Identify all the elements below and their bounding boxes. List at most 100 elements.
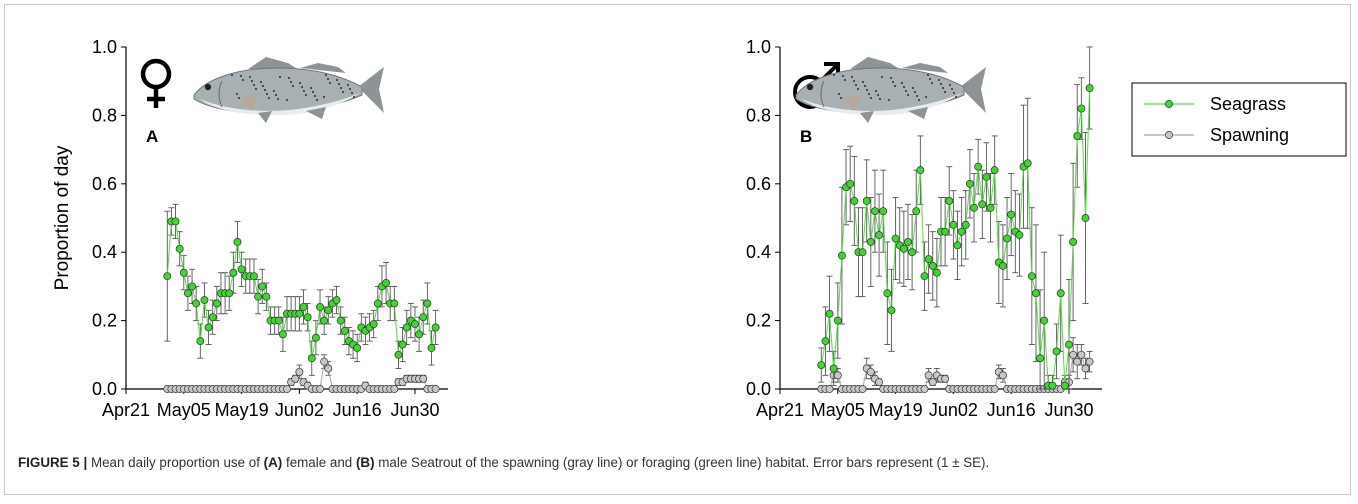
panel-b-series-seagrass xyxy=(817,46,1094,390)
panel-a-series-seagrass-point xyxy=(394,350,403,359)
panel-b-seatrout-fish-icon-spot xyxy=(948,83,952,87)
panel-b-seatrout-fish-icon-spot xyxy=(843,78,847,82)
panel-a-series-seagrass-point xyxy=(336,316,345,325)
panel-b-series-spawning-point xyxy=(858,385,867,393)
panel-a-series-seagrass-point xyxy=(278,330,287,339)
panel-a-seatrout-fish-icon-spot xyxy=(302,89,306,93)
panel-b-series-seagrass-point xyxy=(1085,84,1094,92)
panel-a-series-seagrass-point xyxy=(311,333,320,342)
panel-a-series-seagrass-point xyxy=(320,316,329,325)
panel-b-series-spawning-point xyxy=(998,371,1007,380)
panel-a-series-seagrass-point xyxy=(179,268,188,277)
panel-a-series-seagrass-point xyxy=(295,309,304,318)
panel-b-x-tick-label: May19 xyxy=(869,400,923,420)
panel-a-series-seagrass-point xyxy=(200,296,209,305)
panel-a-series-seagrass-point xyxy=(411,320,419,328)
panel-a-series-seagrass-point xyxy=(225,289,234,298)
panel-b-seatrout-fish-icon-spot xyxy=(850,75,854,79)
panel-b-seatrout-fish-icon-spot xyxy=(837,92,841,96)
panel-b-series-seagrass-point xyxy=(1048,381,1057,390)
panel-a-series-seagrass-point xyxy=(382,279,391,287)
panel-b-y-tick-label: 0.4 xyxy=(746,242,771,262)
caption-ref-b: (B) xyxy=(355,455,375,470)
panel-b-series-seagrass-point xyxy=(974,162,983,171)
panel-a-seatrout-fish-icon-spot xyxy=(324,73,328,77)
panel-b-series-seagrass-point xyxy=(1040,316,1049,325)
panel-a-seatrout-fish-icon-spot xyxy=(230,73,234,77)
panel-a-series-seagrass-point xyxy=(369,320,378,328)
panel-a-x-tick-label: May05 xyxy=(157,400,211,420)
panel-b-y-tick-label: 0.6 xyxy=(746,174,771,194)
panel-b-series-seagrass-point xyxy=(899,244,908,253)
panel-b-series-spawning-point xyxy=(1085,357,1094,366)
panel-a-seatrout-fish-icon-spot xyxy=(289,80,293,84)
panel-b-seatrout-fish-icon-spot xyxy=(891,80,895,84)
panel-a-series-seagrass-point xyxy=(398,340,407,349)
panel-a-female-symbol-icon xyxy=(140,58,172,108)
panel-a-seatrout-fish-icon-spot xyxy=(274,93,278,97)
panel-b-series-seagrass-point xyxy=(986,203,995,212)
panel-b-series-seagrass-point xyxy=(990,166,999,175)
panel-b-series-seagrass-point xyxy=(998,261,1007,270)
panel-b-series-seagrass-point xyxy=(916,166,925,175)
panel-a-series-seagrass-point xyxy=(208,313,217,322)
panel-b-series-seagrass-point xyxy=(850,196,859,205)
panel-b-legend-label: Seagrass xyxy=(1210,94,1286,114)
panel-a-seatrout-fish-icon-spot xyxy=(298,81,302,85)
panel-b-seatrout-fish-icon-spot xyxy=(861,80,865,84)
panel-b-series-seagrass-point xyxy=(1056,289,1065,298)
panel-b-series-seagrass-point xyxy=(833,316,842,325)
panel-b-seatrout-fish-icon-spot xyxy=(926,73,930,77)
panel-a-series-seagrass-point xyxy=(324,306,333,315)
panel-b-x-tick-label: Jun02 xyxy=(929,400,978,420)
panel-a-seatrout-fish-icon-spot xyxy=(248,75,252,79)
panel-a-seatrout-fish-icon-fin-tail xyxy=(358,67,384,113)
panel-a-seatrout-fish-icon-spot xyxy=(352,95,356,99)
panel-a-series-spawning-point xyxy=(390,385,399,393)
panel-a-seatrout-fish-icon-spot xyxy=(328,81,332,85)
panel-b-seatrout-fish-icon-spot xyxy=(878,97,882,101)
panel-b-series-seagrass-point xyxy=(817,361,826,370)
panel-b-series-seagrass-point xyxy=(821,337,830,346)
panel-b-seatrout-fish-icon-spot xyxy=(832,73,836,77)
panel-a-seatrout-fish-icon-spot xyxy=(261,84,265,88)
panel-a-series-seagrass-point xyxy=(212,299,221,308)
panel-a-seatrout-fish-icon-spot xyxy=(235,92,239,96)
panel-b-series-spawning-point xyxy=(1073,357,1082,366)
panel-b-series-spawning-point xyxy=(990,385,999,393)
panel-a-series-seagrass-point xyxy=(204,323,213,332)
panel-b-seatrout-fish-icon-spot xyxy=(943,90,947,94)
panel-b-seatrout-fish-icon-spot xyxy=(900,81,904,85)
panel-a-seatrout-fish-icon-spot xyxy=(241,78,245,82)
panel-b-series-seagrass-point xyxy=(846,179,855,188)
panel-a-y-tick-label: 0.2 xyxy=(92,311,117,331)
panel-b-y-tick-label: 0.8 xyxy=(746,105,771,125)
panel-a-y-tick-label: 1.0 xyxy=(92,37,117,57)
panel-b-series-seagrass-point xyxy=(1052,347,1061,356)
panel-b-series-seagrass-point xyxy=(932,268,941,277)
panel-a-series-seagrass-point xyxy=(419,313,428,322)
panel-a-seatrout-fish-icon-spot xyxy=(265,92,269,96)
panel-a-y-tick-label: 0.0 xyxy=(92,379,117,399)
panel-a-seatrout-fish-icon-spot xyxy=(259,80,263,84)
panel-a-seatrout-fish-icon-spot xyxy=(285,98,289,102)
panel-b-seatrout-fish-icon-spot xyxy=(915,94,919,98)
panel-a-seatrout-fish-icon-fin-dorsal-2 xyxy=(300,63,346,73)
panel-b-series-spawning-point xyxy=(928,378,937,387)
panel-b-series-seagrass-point xyxy=(949,220,958,229)
panel-a-series-seagrass-point xyxy=(303,313,312,322)
panel-b-series-seagrass-point xyxy=(924,255,933,263)
panel-b-seatrout-fish-icon-spot xyxy=(874,89,878,93)
panel-a-seatrout-fish-icon-spot xyxy=(263,88,267,92)
panel-b-panel-letter: B xyxy=(800,127,812,146)
panel-a-seatrout-fish-icon-spot xyxy=(339,86,343,90)
panel-a-series-spawning-point xyxy=(295,367,304,376)
panel-a-seatrout-fish-icon-spot xyxy=(304,93,308,97)
panel-b-series-seagrass-point xyxy=(928,261,937,270)
panel-a-series-spawning-point xyxy=(431,385,440,393)
panel-b-legend-label: Spawning xyxy=(1210,125,1289,145)
panel-a-seatrout-fish-icon-spot xyxy=(267,96,271,100)
panel-b-legend: Seagrass Spawning xyxy=(1131,82,1347,157)
panel-b-series-seagrass-point xyxy=(1023,159,1032,168)
